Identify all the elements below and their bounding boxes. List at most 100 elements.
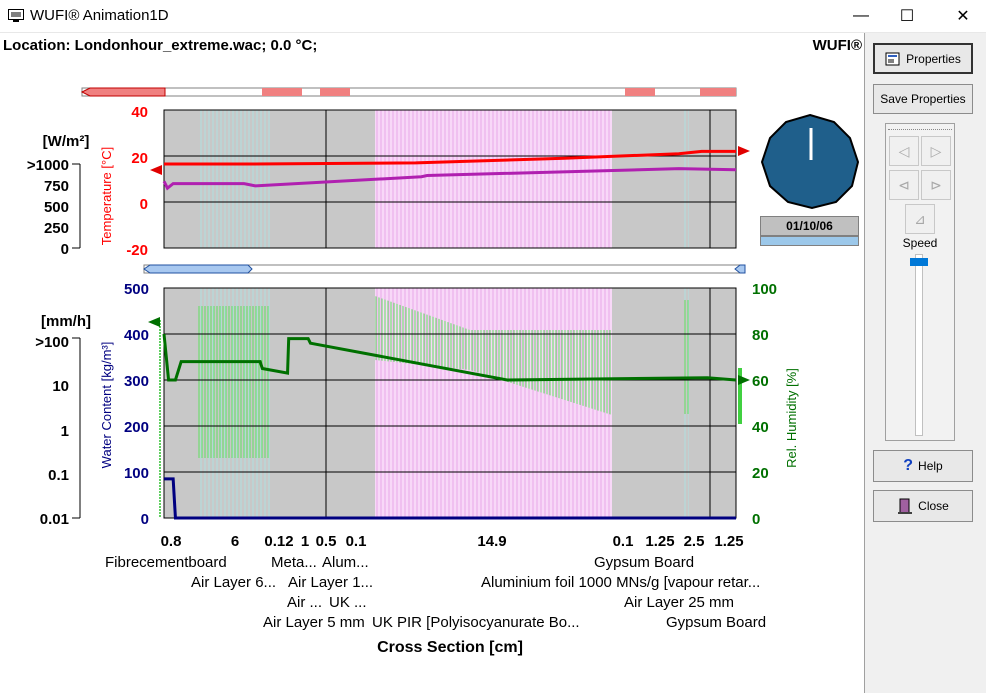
layer-name: Aluminium foil 1000 MNs/g [vapour retar.… bbox=[481, 574, 760, 591]
humidity-line bbox=[162, 333, 737, 382]
playback-panel: ◁ ▷ ⊲ ⊳ ⊿ Speed bbox=[885, 123, 955, 441]
close-window-button[interactable]: ✕ bbox=[956, 8, 970, 25]
rain-tick: 10 bbox=[52, 378, 69, 395]
flux-tick: >1000 bbox=[27, 157, 69, 174]
rain-unit: [mm/h] bbox=[41, 313, 91, 330]
wc-tick: 500 bbox=[124, 281, 149, 298]
thickness-label: 0.8 bbox=[161, 533, 182, 550]
temp-tick: -20 bbox=[126, 242, 148, 259]
left-rh-marker bbox=[148, 317, 160, 327]
wc-tick: 400 bbox=[124, 327, 149, 344]
layer-name: UK PIR [Polyisocyanurate Bo... bbox=[372, 614, 580, 631]
window-title: WUFI® Animation1D bbox=[30, 7, 169, 24]
rh-tick: 0 bbox=[752, 511, 760, 528]
date-label: 01/10/06 bbox=[760, 216, 859, 236]
rewind-button[interactable]: ⊲ bbox=[889, 170, 919, 200]
thickness-labels: 0.8 6 0.12 1 0.5 0.1 14.9 0.1 1.25 2.5 1… bbox=[161, 533, 744, 550]
right-temp-marker bbox=[738, 146, 750, 156]
layer-name: Gypsum Board bbox=[666, 614, 766, 631]
properties-label: Properties bbox=[906, 51, 961, 66]
app-icon bbox=[8, 9, 24, 22]
title-bar: WUFI® Animation1D — ☐ ✕ bbox=[0, 0, 986, 33]
top-plot-area bbox=[163, 109, 737, 249]
wc-axis-label: Water Content [kg/m³] bbox=[99, 342, 114, 469]
flux-tick: 750 bbox=[44, 178, 69, 195]
wc-tick: 100 bbox=[124, 465, 149, 482]
wc-tick: 0 bbox=[141, 511, 149, 528]
rain-axis: [mm/h] >100 10 1 0.1 0.01 bbox=[35, 313, 91, 528]
minimize-button[interactable]: — bbox=[853, 7, 869, 24]
date-indicator: 01/10/06 bbox=[760, 216, 859, 246]
flux-tick: 0 bbox=[61, 241, 69, 258]
water-content-line bbox=[164, 477, 736, 520]
flux-tick: 500 bbox=[44, 199, 69, 216]
speed-label: Speed bbox=[902, 236, 938, 250]
layer-name: Air Layer 25 mm bbox=[624, 594, 734, 611]
speed-slider-thumb[interactable] bbox=[910, 258, 928, 267]
close-button[interactable]: Close bbox=[873, 490, 973, 522]
thickness-label: 1 bbox=[301, 533, 309, 550]
thickness-label: 14.9 bbox=[477, 533, 506, 550]
rh-tick: 40 bbox=[752, 419, 769, 436]
step-back-icon: ◁ bbox=[898, 142, 910, 159]
step-forward-button[interactable]: ▷ bbox=[921, 136, 951, 166]
temp-tick: 40 bbox=[131, 104, 148, 121]
rh-tick: 20 bbox=[752, 465, 769, 482]
date-progress bbox=[760, 236, 859, 246]
play-button[interactable]: ⊿ bbox=[905, 204, 935, 234]
fast-forward-button[interactable]: ⊳ bbox=[921, 170, 951, 200]
temp-tick: 20 bbox=[131, 150, 148, 167]
rain-tick: 1 bbox=[61, 423, 69, 440]
step-back-button[interactable]: ◁ bbox=[889, 136, 919, 166]
thickness-label: 1.25 bbox=[645, 533, 674, 550]
flux-unit: [W/m²] bbox=[43, 133, 90, 150]
step-forward-icon: ▷ bbox=[930, 142, 942, 159]
brand-label: WUFI® bbox=[812, 37, 862, 54]
rewind-icon: ⊲ bbox=[898, 176, 910, 193]
help-icon: ? bbox=[903, 457, 914, 474]
thickness-label: 2.5 bbox=[684, 533, 705, 550]
fast-forward-icon: ⊳ bbox=[930, 176, 942, 193]
layer-name: Alum... bbox=[322, 554, 369, 571]
properties-icon bbox=[885, 52, 900, 65]
charts: [W/m²] >1000 750 500 250 0 40 20 0 -20 T… bbox=[27, 87, 860, 656]
layer-name: UK ... bbox=[329, 594, 367, 611]
maximize-button[interactable]: ☐ bbox=[899, 8, 915, 25]
save-properties-button[interactable]: Save Properties bbox=[873, 84, 973, 114]
rh-tick: 60 bbox=[752, 373, 769, 390]
location-label: Location: Londonhour_extreme.wac; 0.0 °C… bbox=[3, 37, 318, 54]
rh-tick: 80 bbox=[752, 327, 769, 344]
panel-divider bbox=[888, 129, 952, 130]
surface-line bbox=[162, 167, 737, 191]
rh-axis-label: Rel. Humidity [%] bbox=[784, 368, 799, 468]
layer-name: Meta... bbox=[271, 554, 317, 571]
speed-slider-track[interactable] bbox=[915, 254, 923, 436]
temperature-axis: 40 20 0 -20 Temperature [°C] bbox=[99, 104, 750, 259]
layer-name: Gypsum Board bbox=[594, 554, 694, 571]
temp-axis-label: Temperature [°C] bbox=[99, 147, 114, 245]
properties-button[interactable]: Properties bbox=[873, 43, 973, 74]
door-icon bbox=[898, 498, 913, 514]
layer-name: Air Layer 1... bbox=[288, 574, 373, 591]
layer-name: Air ... bbox=[287, 594, 322, 611]
rh-tick: 100 bbox=[752, 281, 777, 298]
wc-tick: 200 bbox=[124, 419, 149, 436]
rain-tick: >100 bbox=[35, 334, 69, 351]
rh-axis: 100 80 60 40 20 0 Rel. Humidity [%] bbox=[752, 281, 799, 528]
water-content-axis: 500 400 300 200 100 0 Water Content [kg/… bbox=[99, 281, 750, 528]
bottom-rain-ribbon bbox=[143, 264, 746, 274]
thickness-label: 0.1 bbox=[613, 533, 634, 550]
sun-clock bbox=[760, 113, 860, 210]
help-button[interactable]: ? Help bbox=[873, 450, 973, 482]
temperature-line bbox=[164, 149, 736, 166]
rain-tick: 0.1 bbox=[48, 467, 69, 484]
thickness-label: 0.1 bbox=[346, 533, 367, 550]
layer-name: Air Layer 5 mm bbox=[263, 614, 365, 631]
top-series bbox=[162, 149, 737, 191]
flux-tick: 250 bbox=[44, 220, 69, 237]
layer-name: Air Layer 6... bbox=[191, 574, 276, 591]
left-temp-marker bbox=[150, 165, 162, 175]
layer-name: Fibrecementboard bbox=[105, 554, 227, 571]
right-rh-marker bbox=[738, 375, 750, 385]
save-properties-label: Save Properties bbox=[880, 92, 966, 106]
